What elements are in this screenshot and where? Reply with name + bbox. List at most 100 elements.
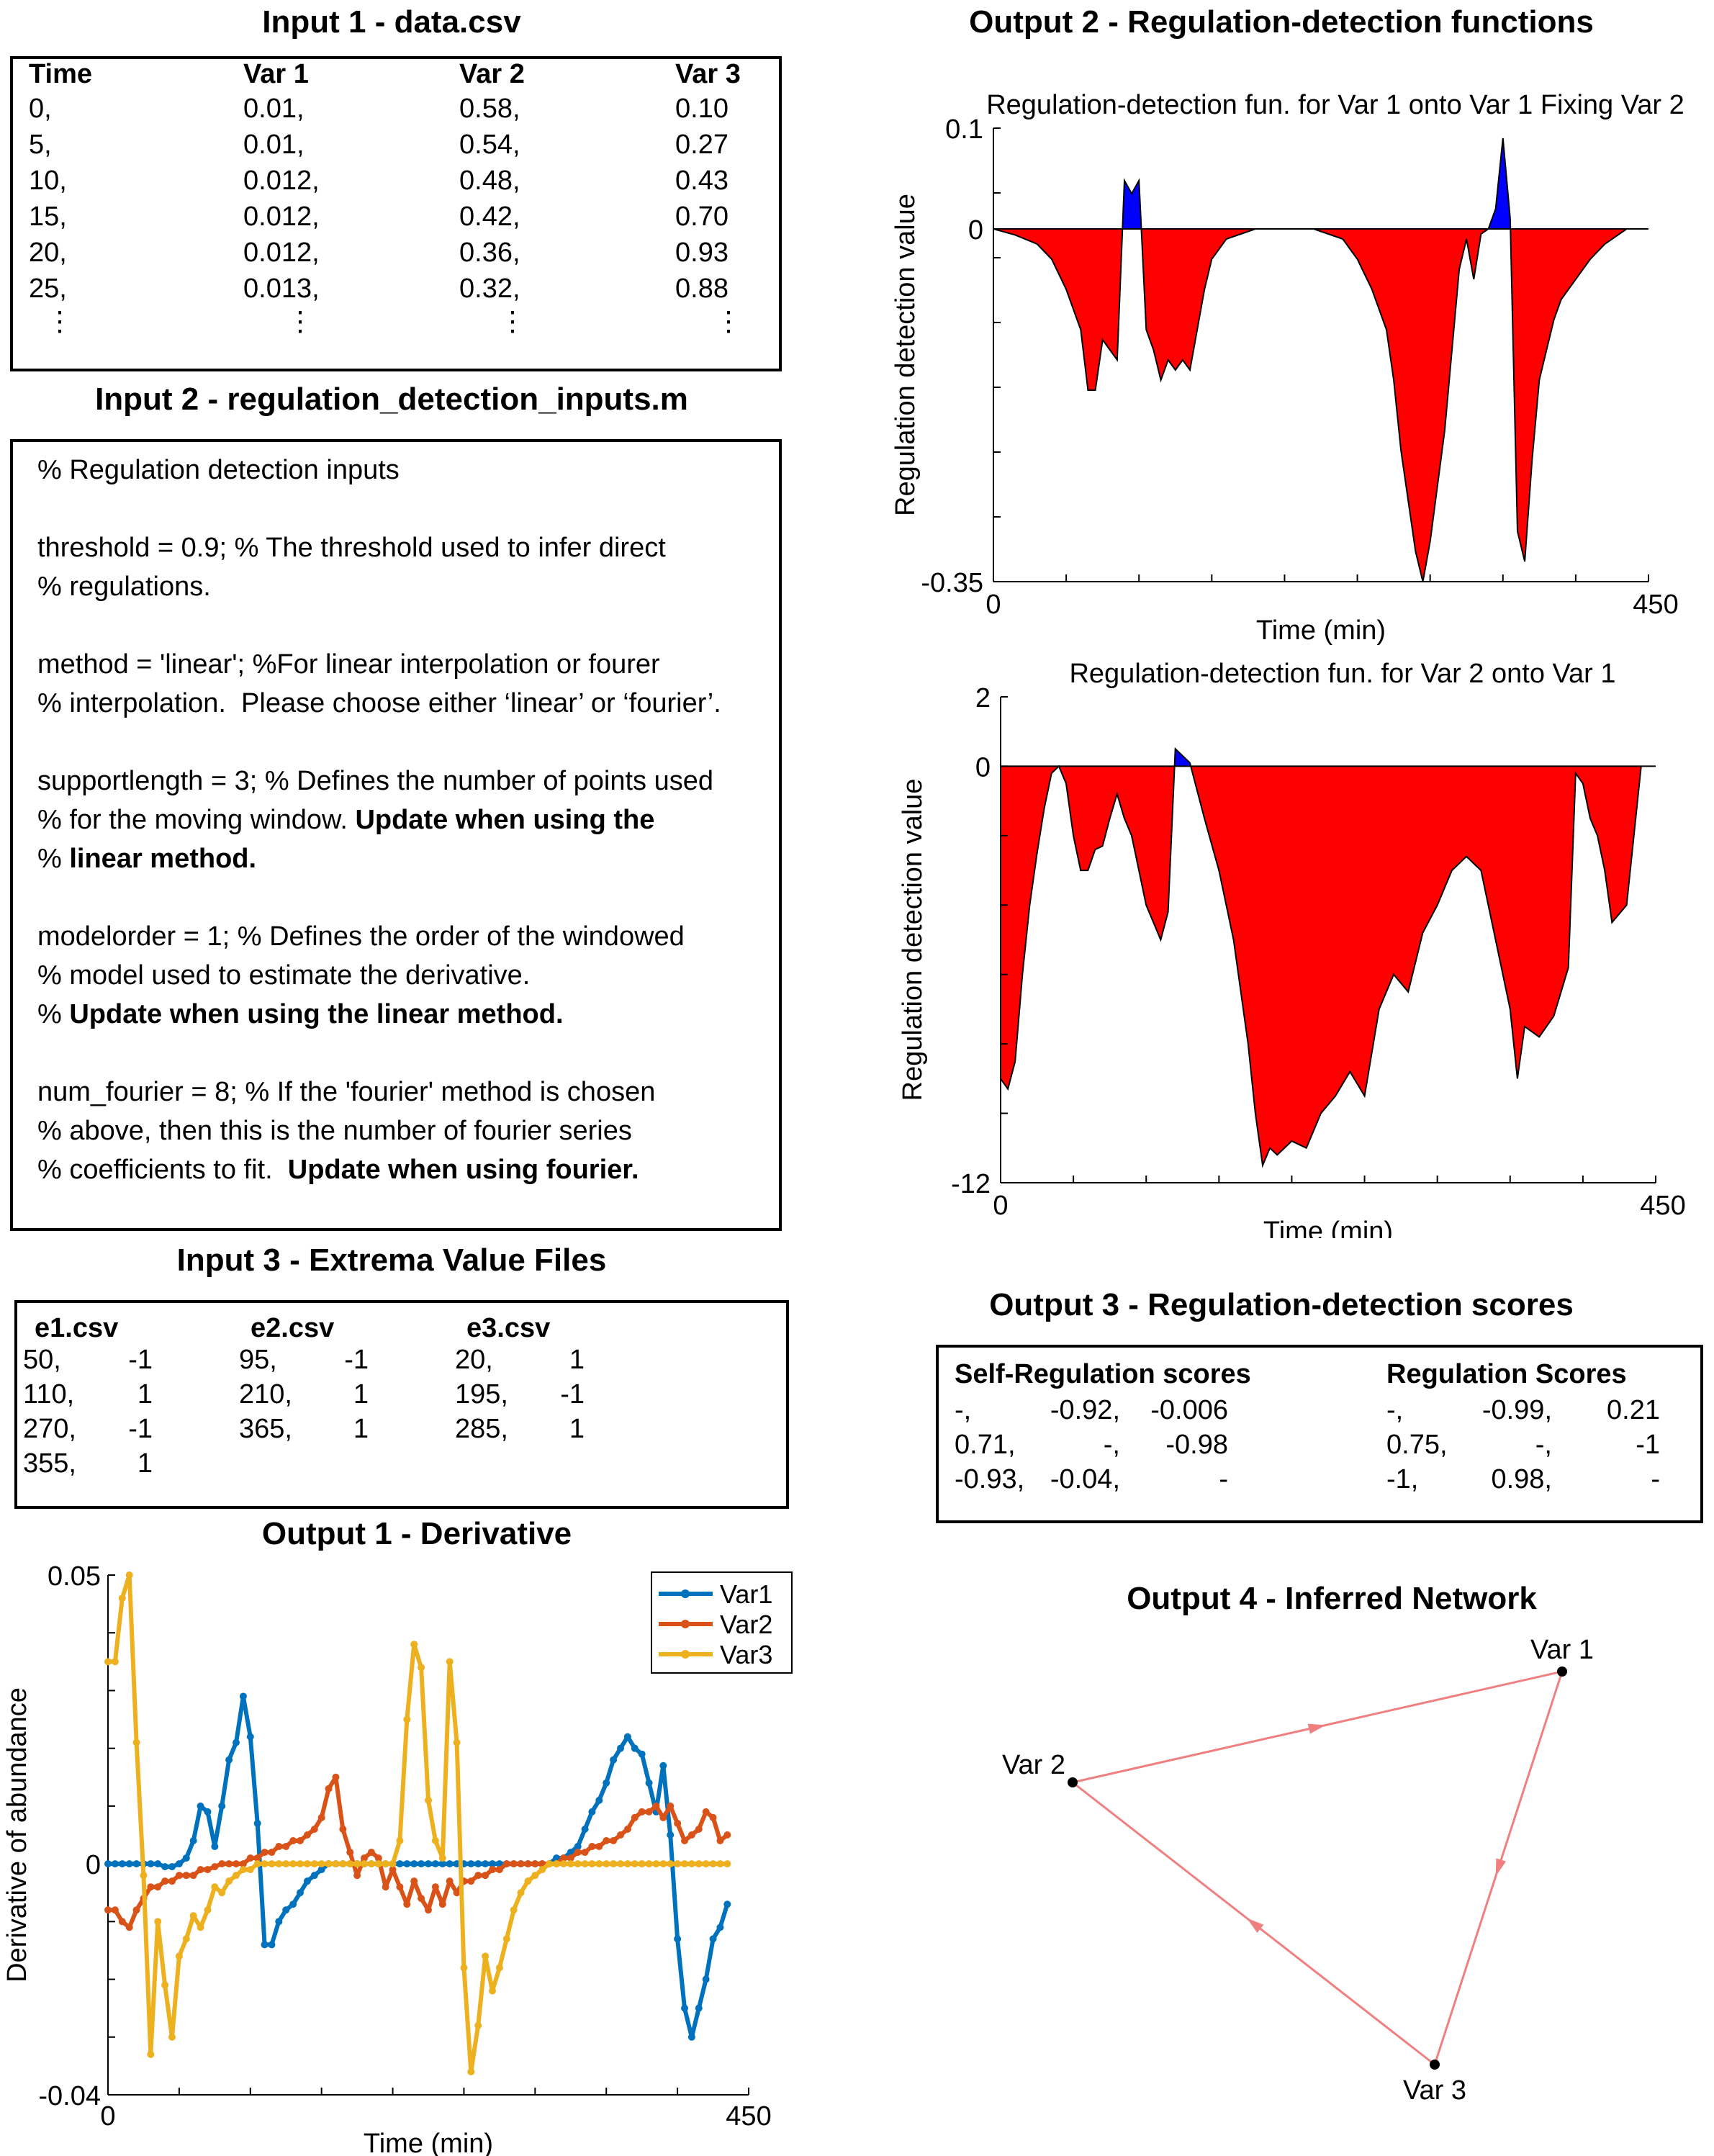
point-var3 [659, 1860, 667, 1868]
output4-title: Output 4 - Inferred Network [1127, 1581, 1537, 1616]
point-var2 [239, 1860, 247, 1868]
table-cell: 0.58, [459, 94, 520, 124]
code-line-9: modelorder = 1; % Defines the order of t… [37, 921, 685, 952]
point-var3 [667, 1860, 675, 1868]
input2-title: Input 2 - regulation_detection_inputs.m [95, 382, 688, 417]
y-tick-label: 0 [86, 1850, 101, 1880]
point-var3 [467, 2067, 475, 2075]
y-axis-label: Regulation detection value [898, 779, 928, 1101]
point-var1 [638, 1750, 646, 1758]
extrema-value: 1 [569, 1345, 585, 1375]
point-var3 [474, 2021, 482, 2029]
point-var3 [246, 1866, 254, 1874]
score-cell: -0.006 [1150, 1395, 1228, 1425]
point-var2 [125, 1923, 133, 1931]
extrema-value: -1 [128, 1345, 153, 1375]
code-line-13: % above, then this is the number of four… [37, 1116, 632, 1146]
point-var2 [175, 1872, 183, 1880]
point-var1 [204, 1808, 212, 1816]
point-var2 [197, 1866, 204, 1874]
point-var3 [517, 1889, 525, 1897]
point-var2 [161, 1877, 169, 1885]
point-var3 [482, 1952, 490, 1960]
input1-header-var3: Var 3 [675, 59, 741, 89]
x-tick-label: 0 [100, 2101, 115, 2132]
point-var3 [239, 1866, 247, 1874]
y-tick-label: 2 [975, 683, 991, 713]
point-var3 [353, 1860, 361, 1868]
point-var1 [233, 1738, 240, 1746]
point-var3 [431, 1837, 439, 1845]
legend-marker [681, 1589, 690, 1598]
point-var2 [702, 1808, 710, 1816]
point-var2 [339, 1825, 347, 1833]
point-var3 [410, 1641, 418, 1648]
extrema-value: 1 [137, 1448, 153, 1479]
point-var2 [638, 1808, 646, 1816]
point-var3 [567, 1860, 574, 1868]
node-label: Var 1 [1530, 1635, 1594, 1665]
code-line-8: % [37, 844, 70, 874]
point-var2 [716, 1837, 724, 1845]
point-var3 [418, 1664, 425, 1672]
score-cell: -0.92, [1050, 1395, 1120, 1425]
point-var1 [104, 1860, 112, 1868]
point-var2 [695, 1825, 703, 1833]
point-var3 [453, 1738, 461, 1746]
self-regulation-title: Self-Regulation scores [955, 1359, 1251, 1389]
extrema-time: 20, [455, 1345, 493, 1375]
point-var1 [197, 1802, 204, 1810]
point-var3 [623, 1860, 631, 1868]
point-var3 [531, 1872, 539, 1880]
point-var2 [317, 1813, 325, 1821]
table-cell: 0, [29, 94, 52, 124]
point-var1 [303, 1877, 311, 1885]
point-var1 [268, 1941, 276, 1949]
y-tick-label: -12 [951, 1169, 991, 1199]
point-var1 [645, 1779, 653, 1787]
point-var3 [460, 1964, 468, 1972]
score-cell: -1, [1386, 1464, 1419, 1494]
point-var2 [289, 1837, 297, 1845]
point-var3 [716, 1860, 724, 1868]
negative-area [1001, 766, 1641, 1165]
point-var1 [147, 1860, 155, 1868]
arrow-head-icon [1307, 1723, 1326, 1734]
table-cell: 0.32, [459, 274, 520, 304]
point-var3 [182, 1935, 190, 1943]
extrema-time: 355, [23, 1448, 76, 1479]
input3-extrema-box: e1.csv e2.csv e3.csv 50, -1 110, 1 270, -1 355… [14, 1300, 789, 1509]
point-var2 [246, 1854, 254, 1862]
point-var2 [310, 1825, 318, 1833]
point-var3 [268, 1860, 276, 1868]
point-var3 [524, 1877, 532, 1885]
x-tick-label: 450 [1640, 1191, 1685, 1221]
code-line-10: % model used to estimate the derivative. [37, 960, 531, 991]
extrema-value: 1 [137, 1379, 153, 1409]
input1-data-box: Time Var 1 Var 2 Var 3 0, 0.01, 0.58, 0.10 5… [10, 56, 782, 371]
point-var3 [297, 1860, 304, 1868]
x-axis-label: Time (min) [1256, 615, 1386, 646]
input1-header-var1: Var 1 [243, 59, 309, 89]
y-tick-label: 0.05 [48, 1562, 101, 1592]
point-var3 [574, 1860, 582, 1868]
point-var3 [361, 1860, 368, 1868]
point-var3 [253, 1860, 261, 1868]
code-line-11-bold: Update when using the linear method. [69, 999, 564, 1029]
table-cell: 20, [29, 238, 67, 268]
point-var1 [403, 1860, 411, 1868]
score-cell: -0.98 [1165, 1430, 1228, 1460]
point-var3 [225, 1877, 233, 1885]
extrema-time: 210, [239, 1379, 292, 1409]
table-cell: 0.36, [459, 238, 520, 268]
score-cell: - [1651, 1464, 1660, 1494]
point-var3 [638, 1860, 646, 1868]
legend-label: Var1 [720, 1579, 772, 1609]
area-outline [1000, 747, 1642, 1168]
point-var1 [716, 1923, 724, 1931]
point-var2 [403, 1900, 411, 1908]
point-var1 [161, 1863, 169, 1871]
point-var3 [610, 1860, 618, 1868]
point-var3 [339, 1860, 347, 1868]
point-var2 [467, 1877, 475, 1885]
